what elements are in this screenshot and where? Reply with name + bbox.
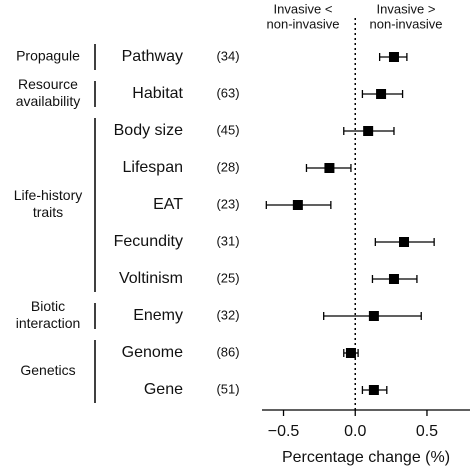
point [399, 237, 410, 247]
group-label: traits [33, 204, 63, 220]
x-tick-label: 0.0 [344, 423, 366, 440]
point [376, 89, 387, 99]
point [388, 274, 399, 284]
point [324, 163, 335, 173]
x-tick-label: −0.5 [268, 423, 300, 440]
header-left: Invasive < [274, 1, 333, 16]
category-label: Pathway [122, 48, 183, 65]
point [368, 385, 379, 395]
n-label: (23) [216, 196, 239, 211]
point [368, 311, 379, 321]
category-label: Genome [122, 344, 183, 361]
point [388, 52, 399, 62]
n-label: (25) [216, 270, 239, 285]
group-label: Genetics [20, 362, 75, 378]
point [363, 126, 374, 136]
header-right: non-invasive [370, 16, 443, 31]
n-label: (32) [216, 307, 239, 322]
category-label: EAT [153, 196, 183, 213]
group-label: availability [16, 93, 81, 109]
x-tick-label: 0.5 [416, 423, 438, 440]
category-label: Body size [114, 122, 183, 139]
header-right: Invasive > [377, 1, 436, 16]
n-label: (28) [216, 159, 239, 174]
n-label: (86) [216, 344, 239, 359]
header-left: non-invasive [267, 16, 340, 31]
n-label: (45) [216, 122, 239, 137]
n-label: (63) [216, 85, 239, 100]
group-label: interaction [16, 315, 81, 331]
category-label: Voltinism [119, 270, 183, 287]
category-label: Enemy [133, 307, 183, 324]
n-label: (31) [216, 233, 239, 248]
category-label: Habitat [132, 85, 183, 102]
group-label: Life-history [14, 187, 82, 203]
group-label: Propagule [16, 48, 80, 64]
n-label: (51) [216, 381, 239, 396]
group-label: Resource [18, 76, 78, 92]
group-label: Biotic [31, 298, 65, 314]
point [292, 200, 303, 210]
category-label: Lifespan [123, 159, 184, 176]
x-axis-title: Percentage change (%) [282, 449, 450, 466]
category-label: Fecundity [114, 233, 183, 250]
point [345, 348, 356, 358]
category-label: Gene [144, 381, 183, 398]
n-label: (34) [216, 48, 239, 63]
